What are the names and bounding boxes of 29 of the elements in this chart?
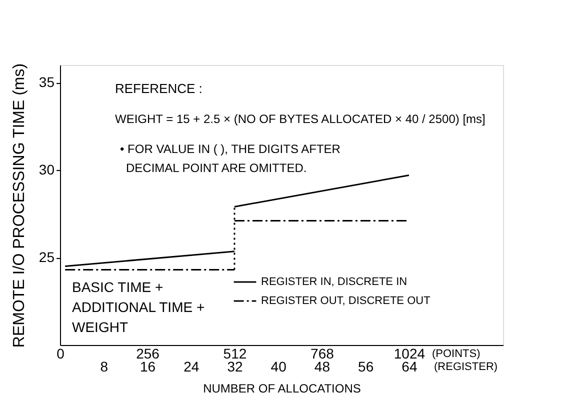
- legend-label: REGISTER OUT, DISCRETE OUT: [261, 295, 431, 307]
- legend-label: REGISTER IN, DISCRETE IN: [261, 276, 408, 288]
- x-axis-title: NUMBER OF ALLOCATIONS: [203, 382, 361, 396]
- x-tick-label: 512: [223, 346, 247, 362]
- x2-tick-label: 40: [270, 358, 287, 374]
- annotation: • FOR VALUE IN ( ), THE DIGITS AFTER: [120, 142, 341, 156]
- annotation: ADDITIONAL TIME +: [72, 299, 205, 315]
- x2-tick-label: 24: [184, 358, 200, 374]
- x2-tick-label: 56: [358, 358, 374, 374]
- x2-tick-label: 64: [402, 358, 418, 374]
- x2-tick-label: 16: [140, 358, 156, 374]
- annotation: WEIGHT: [72, 319, 128, 335]
- x-tick-label: 768: [310, 346, 334, 362]
- x2-tick-label: 48: [314, 358, 330, 374]
- x2-tick-label: 8: [100, 358, 108, 374]
- x2-tick-label: 32: [227, 358, 243, 374]
- text: (REGISTER): [434, 361, 498, 373]
- x-tick-label: 0: [56, 346, 65, 362]
- annotation: BASIC TIME +: [72, 279, 164, 295]
- text: (POINTS): [432, 348, 480, 360]
- y-tick-label: 35: [38, 74, 55, 90]
- y-tick-label: 30: [38, 162, 55, 178]
- x-tick-label: 1024: [394, 346, 426, 362]
- annotation: WEIGHT = 15 + 2.5 × (NO OF BYTES ALLOCATED × 40 / 2500) [ms]: [115, 112, 486, 126]
- annotation: REFERENCE :: [115, 81, 202, 96]
- y-axis-title: REMOTE I/O PROCESSING TIME (ms): [10, 63, 28, 348]
- annotation: DECIMAL POINT ARE OMITTED.: [126, 161, 307, 175]
- x-tick-label: 256: [136, 346, 160, 362]
- y-tick-label: 25: [38, 249, 55, 265]
